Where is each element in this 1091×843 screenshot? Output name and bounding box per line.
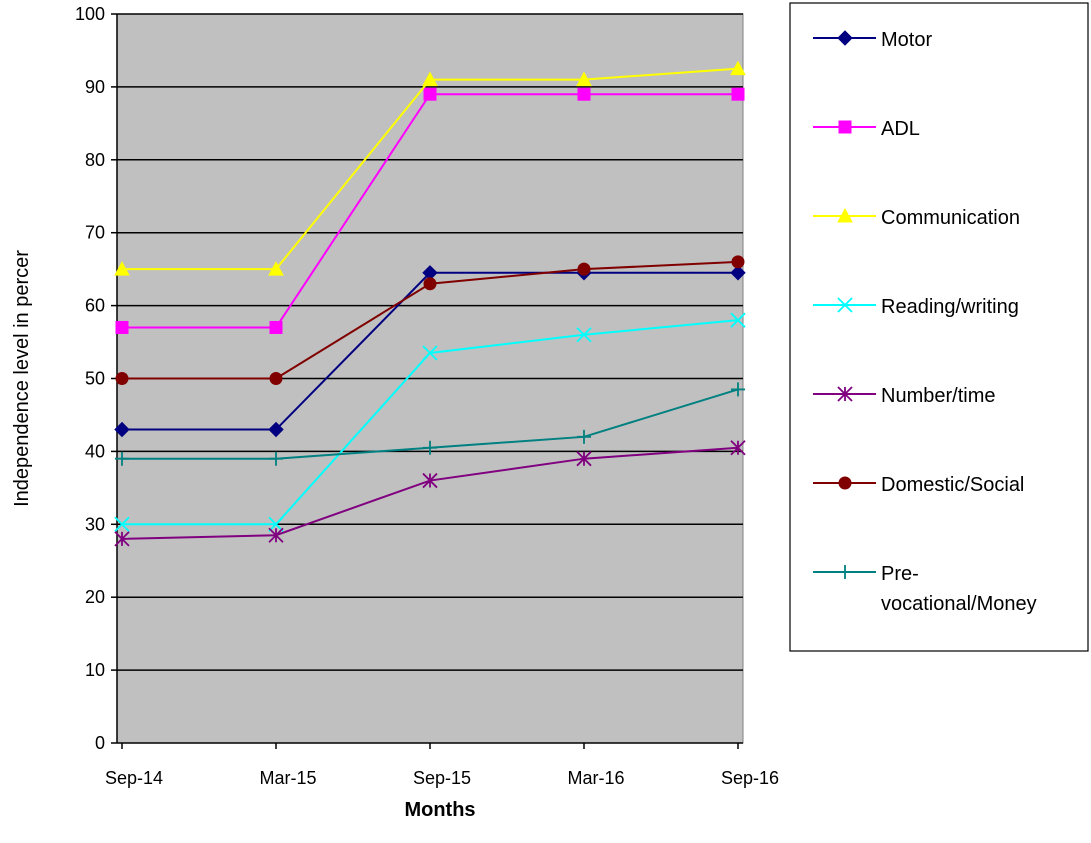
- x-tick-labels: Sep-14 Mar-15 Sep-15 Mar-16 Sep-16: [105, 768, 779, 788]
- legend-marker: [838, 476, 852, 490]
- data-point: [269, 451, 283, 466]
- data-point: [423, 440, 437, 455]
- legend-marker: [837, 297, 853, 313]
- data-point: [577, 429, 591, 444]
- data-point: [114, 516, 130, 532]
- legend: Motor ADL Communication Reading/writing Numb…: [789, 2, 1089, 652]
- series-lines: [114, 60, 746, 547]
- legend-item: Motor: [813, 29, 932, 51]
- y-tick-label: 0: [95, 733, 105, 753]
- gridlines: [117, 13, 743, 671]
- legend-label: vocational/Money: [881, 593, 1037, 615]
- legend-marker: [837, 207, 853, 223]
- x-axis-title: Months: [404, 799, 475, 821]
- x-tick-label: Mar-15: [259, 768, 316, 788]
- data-point: [576, 327, 592, 343]
- legend-label: ADL: [881, 118, 920, 140]
- data-point: [268, 516, 284, 532]
- data-point: [731, 87, 745, 101]
- legend-label: Pre-: [881, 563, 919, 585]
- y-tick-label: 60: [85, 296, 105, 316]
- legend-label: Communication: [881, 207, 1020, 229]
- data-point: [423, 87, 437, 101]
- series-communication: [114, 60, 746, 276]
- y-tick-label: 80: [85, 150, 105, 170]
- legend-item: Communication: [813, 207, 1020, 229]
- data-point: [268, 421, 284, 438]
- data-point: [114, 261, 130, 276]
- x-tick-label: Mar-16: [567, 768, 624, 788]
- data-point: [730, 60, 746, 76]
- legend-item: Number/time: [813, 385, 995, 407]
- legend-label: Reading/writing: [881, 296, 1019, 318]
- legend-label: Motor: [881, 29, 932, 51]
- data-point: [269, 372, 283, 385]
- data-point: [577, 262, 591, 276]
- data-point: [422, 472, 438, 489]
- y-tick-label: 100: [75, 4, 105, 24]
- x-tick-label: Sep-16: [721, 768, 779, 788]
- y-tick-label: 20: [85, 587, 105, 607]
- data-point: [268, 261, 284, 276]
- legend-item: ADL: [813, 118, 920, 140]
- series-reading-writing: [114, 312, 746, 532]
- legend-item: Pre-vocational/Money: [813, 563, 1037, 615]
- data-point: [115, 320, 129, 334]
- legend-item: Reading/writing: [813, 296, 1019, 318]
- x-tick-label: Sep-14: [105, 768, 163, 788]
- legend-marker: [837, 386, 853, 402]
- y-tick-label: 50: [85, 369, 105, 389]
- series-domestic-social: [115, 255, 745, 385]
- y-tick-label: 40: [85, 441, 105, 461]
- data-point: [115, 372, 129, 385]
- legend-marker: [838, 565, 852, 579]
- data-point: [576, 451, 592, 467]
- legend-marker: [837, 30, 853, 46]
- data-point: [422, 345, 438, 361]
- data-point: [114, 421, 130, 438]
- data-point: [730, 265, 746, 281]
- data-point: [730, 312, 746, 328]
- data-point: [114, 531, 130, 547]
- legend-marker: [838, 120, 852, 134]
- data-point: [730, 440, 746, 456]
- data-point: [268, 527, 284, 543]
- y-tick-label: 30: [85, 514, 105, 534]
- data-point: [576, 71, 592, 87]
- series-pre-vocational-money: [115, 382, 745, 466]
- data-point: [115, 451, 129, 466]
- y-tick-label: 70: [85, 223, 105, 243]
- x-tick-label: Sep-15: [413, 768, 471, 788]
- legend-item: Domestic/Social: [813, 474, 1024, 496]
- y-tick-label: 10: [85, 660, 105, 680]
- data-point: [731, 255, 745, 269]
- y-axis-title: Independence level in percer: [11, 250, 33, 507]
- series-number-time: [114, 440, 746, 547]
- legend-box: [789, 2, 1089, 652]
- legend-label: Domestic/Social: [881, 474, 1024, 496]
- data-point: [423, 277, 437, 291]
- data-point: [269, 320, 283, 334]
- data-point: [422, 71, 438, 87]
- y-tick-label: 90: [85, 77, 105, 97]
- y-tick-labels: 0 10 20 30 40 50 60 70 80 90 100: [75, 4, 105, 753]
- series-adl: [115, 87, 745, 334]
- data-point: [731, 382, 745, 397]
- legend-label: Number/time: [881, 385, 995, 407]
- data-point: [577, 87, 591, 101]
